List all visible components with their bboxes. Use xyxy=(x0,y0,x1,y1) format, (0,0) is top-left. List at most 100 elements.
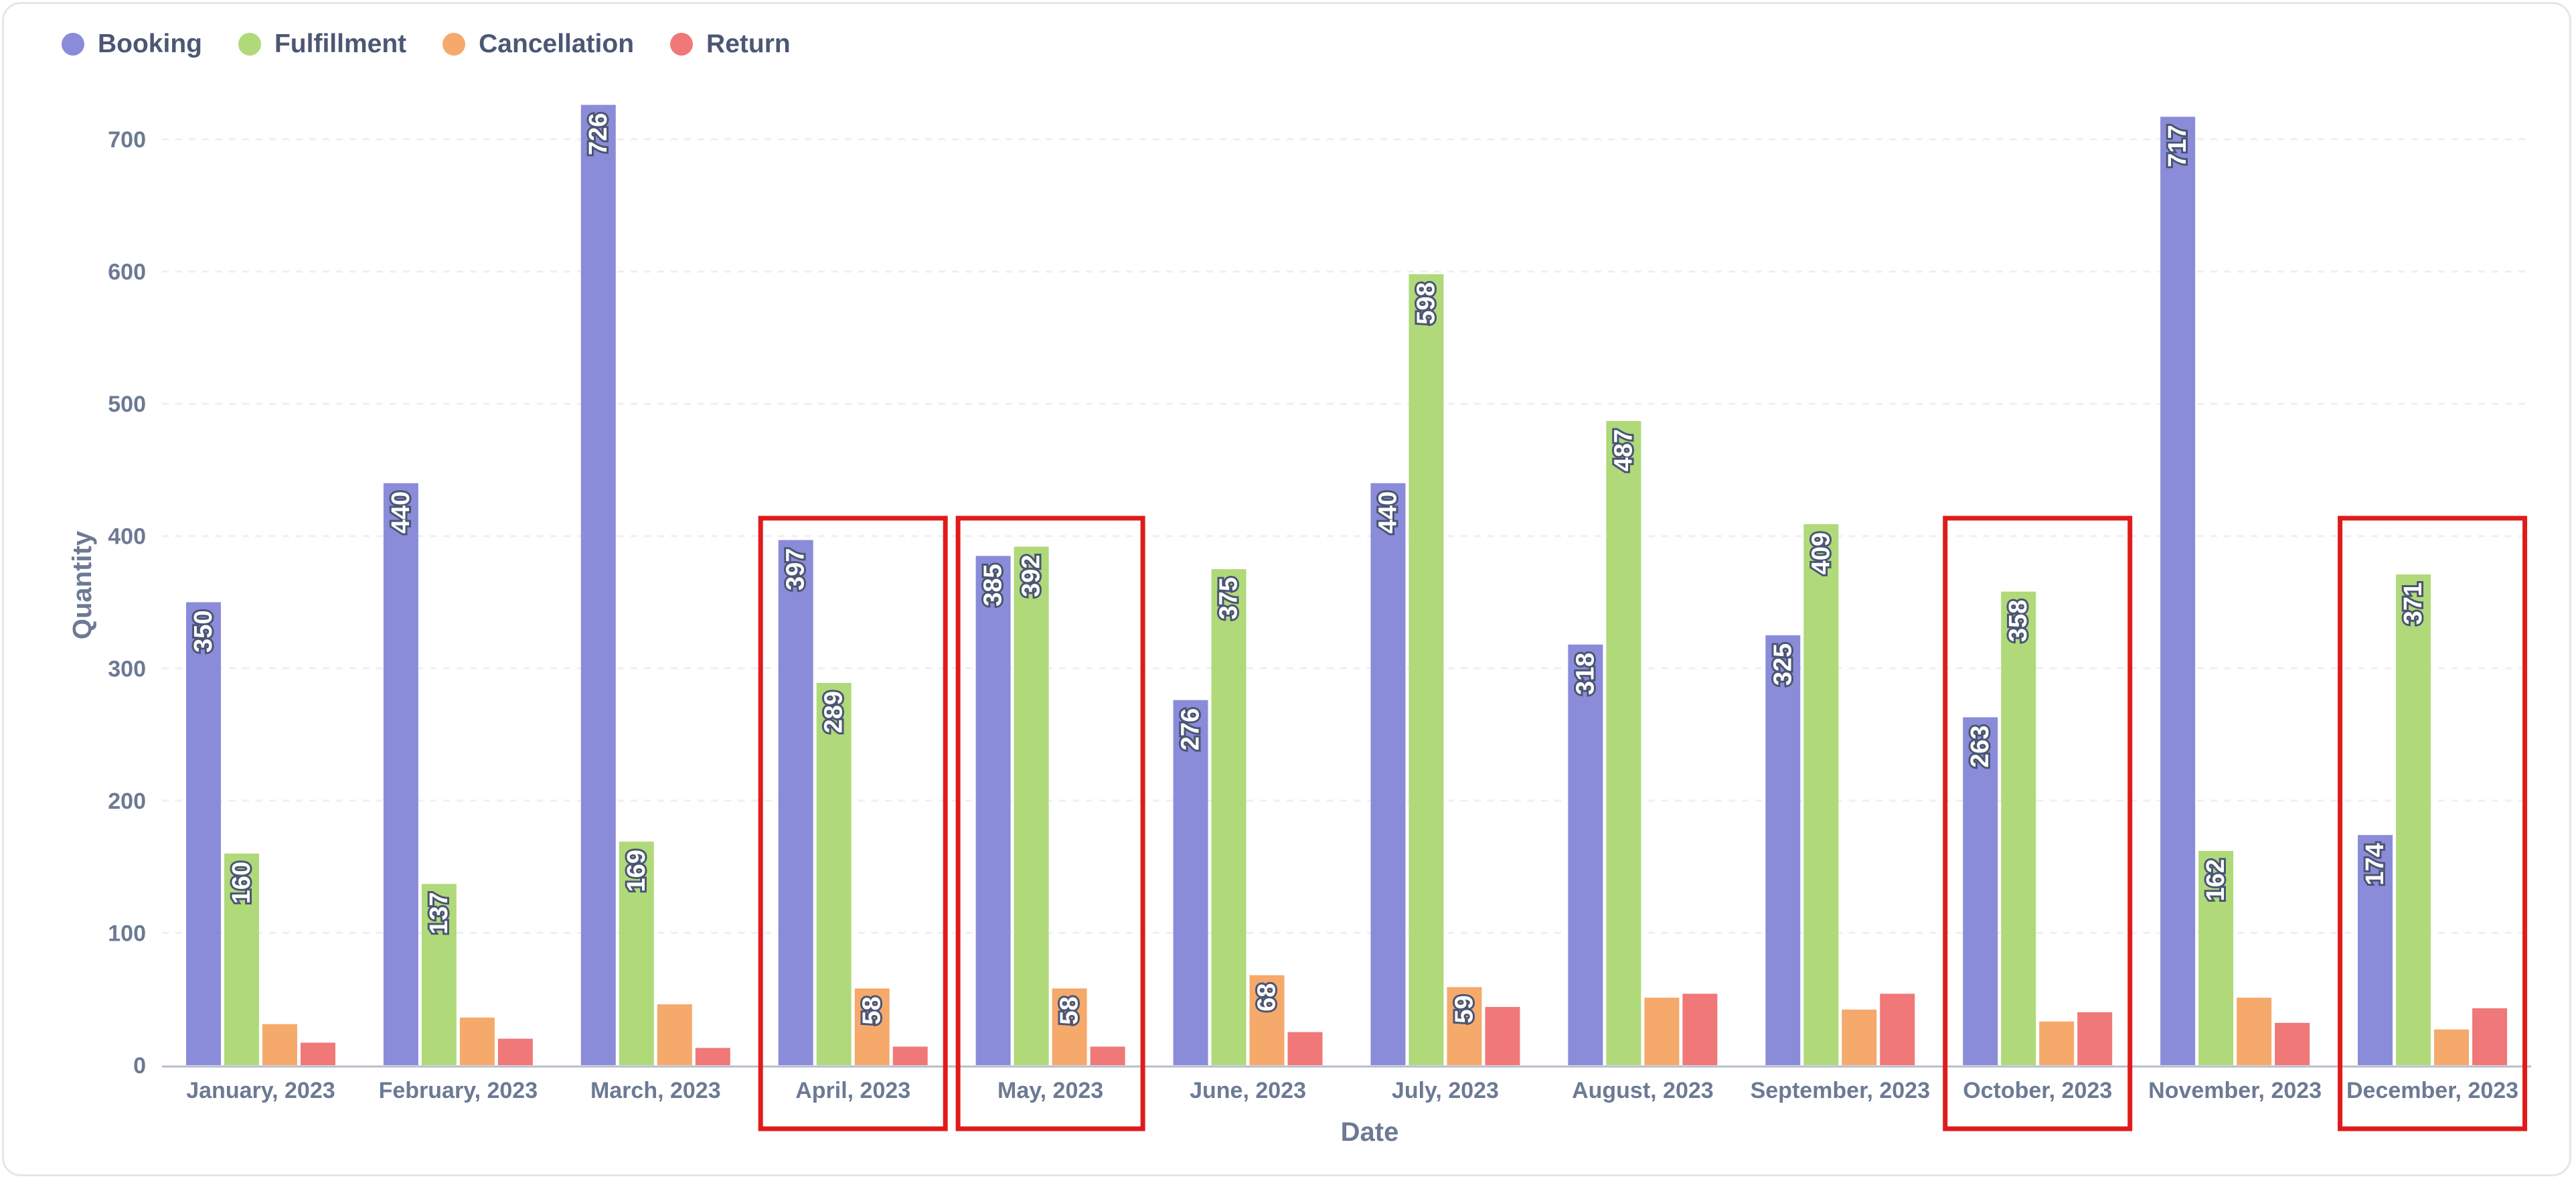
data-label: 68 xyxy=(1253,983,1281,1012)
highlight-box xyxy=(1943,516,2133,1131)
bar-booking[interactable] xyxy=(2358,835,2393,1065)
x-tick-label: June, 2023 xyxy=(1190,1078,1306,1103)
bar-cancellation[interactable] xyxy=(657,1004,692,1065)
y-tick-label: 300 xyxy=(108,656,146,682)
bar-fulfillment[interactable] xyxy=(816,683,852,1065)
data-label: 392 xyxy=(1018,555,1046,597)
bar-booking[interactable] xyxy=(1173,700,1208,1065)
legend-label: Booking xyxy=(98,29,202,58)
data-label: 276 xyxy=(1177,708,1205,750)
data-label: 598 xyxy=(1412,283,1440,325)
x-axis-title: Date xyxy=(1341,1117,1399,1147)
y-tick-label: 0 xyxy=(133,1053,146,1079)
bar-fulfillment[interactable] xyxy=(1211,569,1246,1065)
data-label: 726 xyxy=(584,113,613,155)
bar-return[interactable] xyxy=(300,1042,335,1065)
bar-cancellation[interactable] xyxy=(459,1017,495,1065)
data-label: 385 xyxy=(979,564,1008,606)
legend-swatch xyxy=(62,33,84,56)
y-tick-label: 100 xyxy=(108,921,146,946)
bar-fulfillment[interactable] xyxy=(1408,274,1444,1066)
highlight-box xyxy=(955,516,1145,1131)
x-tick-label: January, 2023 xyxy=(186,1078,335,1103)
bar-booking[interactable] xyxy=(2160,116,2196,1066)
bar-cancellation[interactable] xyxy=(262,1024,297,1065)
bar-fulfillment[interactable] xyxy=(2396,574,2431,1065)
data-label: 318 xyxy=(1571,653,1599,695)
legend-item-fulfillment[interactable]: Fulfillment xyxy=(238,29,406,59)
bar-fulfillment[interactable] xyxy=(224,853,259,1065)
bar-fulfillment[interactable] xyxy=(1803,524,1839,1065)
legend-label: Return xyxy=(706,29,791,58)
x-tick-label: May, 2023 xyxy=(997,1078,1103,1103)
bar-fulfillment[interactable] xyxy=(1606,420,1641,1065)
bar-return[interactable] xyxy=(892,1046,928,1065)
x-tick-label: February, 2023 xyxy=(379,1078,538,1103)
y-tick-label: 600 xyxy=(108,260,146,285)
bar-booking[interactable] xyxy=(1370,483,1406,1065)
data-label: 160 xyxy=(228,862,256,904)
bar-return[interactable] xyxy=(1682,994,1718,1065)
data-label: 162 xyxy=(2202,859,2230,901)
bar-cancellation[interactable] xyxy=(2434,1029,2470,1065)
legend-swatch xyxy=(238,33,261,56)
bar-booking[interactable] xyxy=(580,104,616,1065)
legend-swatch xyxy=(442,33,466,56)
bar-booking[interactable] xyxy=(1568,644,1603,1065)
data-label: 137 xyxy=(425,892,453,934)
bar-booking[interactable] xyxy=(1963,717,1998,1065)
data-label: 169 xyxy=(623,850,651,892)
data-label: 263 xyxy=(1966,725,1994,767)
bar-cancellation[interactable] xyxy=(2237,998,2272,1065)
bar-return[interactable] xyxy=(497,1038,533,1065)
legend-item-return[interactable]: Return xyxy=(670,29,791,59)
bar-fulfillment[interactable] xyxy=(2198,850,2234,1065)
y-tick-label: 400 xyxy=(108,524,146,550)
bar-return[interactable] xyxy=(1485,1007,1520,1065)
data-label: 717 xyxy=(2164,125,2192,167)
bar-cancellation[interactable] xyxy=(854,988,890,1065)
data-label: 58 xyxy=(1056,996,1084,1024)
bar-return[interactable] xyxy=(1880,994,1915,1065)
y-tick-label: 200 xyxy=(108,789,146,814)
bar-booking[interactable] xyxy=(185,602,221,1066)
data-label: 174 xyxy=(2361,843,2389,885)
bar-cancellation[interactable] xyxy=(1644,998,1680,1065)
bar-return[interactable] xyxy=(2472,1008,2508,1065)
y-tick-label: 700 xyxy=(108,127,146,153)
legend-item-cancellation[interactable]: Cancellation xyxy=(442,29,634,59)
bar-booking[interactable] xyxy=(778,540,813,1065)
y-tick-label: 500 xyxy=(108,392,146,417)
bar-fulfillment[interactable] xyxy=(1014,546,1049,1065)
bar-booking[interactable] xyxy=(383,483,418,1065)
bar-chart: 0 100 200 300 400 500 600 700 350 160 January, 202… xyxy=(68,104,2531,1147)
bar-cancellation[interactable] xyxy=(1842,1010,1877,1065)
data-label: 375 xyxy=(1215,577,1243,619)
data-label: 487 xyxy=(1609,429,1637,471)
bar-booking[interactable] xyxy=(1765,635,1801,1065)
bar-return[interactable] xyxy=(1090,1046,1125,1065)
data-label: 289 xyxy=(820,691,848,733)
bar-cancellation[interactable] xyxy=(2039,1021,2075,1065)
highlight-box xyxy=(2338,516,2528,1131)
data-label: 371 xyxy=(2399,582,2427,625)
bar-fulfillment[interactable] xyxy=(619,842,654,1065)
bar-cancellation[interactable] xyxy=(1052,988,1087,1065)
x-tick-label: April, 2023 xyxy=(795,1078,910,1103)
bar-return[interactable] xyxy=(2077,1012,2113,1065)
data-label: 59 xyxy=(1450,995,1478,1023)
bar-fulfillment[interactable] xyxy=(2001,591,2036,1065)
bar-cancellation[interactable] xyxy=(1447,987,1482,1065)
legend-label: Cancellation xyxy=(479,29,635,58)
bar-cancellation[interactable] xyxy=(1249,975,1285,1065)
bar-booking[interactable] xyxy=(975,556,1011,1065)
bar-return[interactable] xyxy=(1287,1032,1323,1065)
legend-item-booking[interactable]: Booking xyxy=(62,29,202,59)
x-tick-label: November, 2023 xyxy=(2148,1078,2322,1103)
bar-fulfillment[interactable] xyxy=(421,884,457,1065)
highlight-box xyxy=(758,516,948,1131)
legend: Booking Fulfillment Cancellation Return xyxy=(62,29,791,59)
bar-return[interactable] xyxy=(695,1048,730,1065)
x-tick-label: July, 2023 xyxy=(1392,1078,1499,1103)
bar-return[interactable] xyxy=(2275,1022,2310,1065)
